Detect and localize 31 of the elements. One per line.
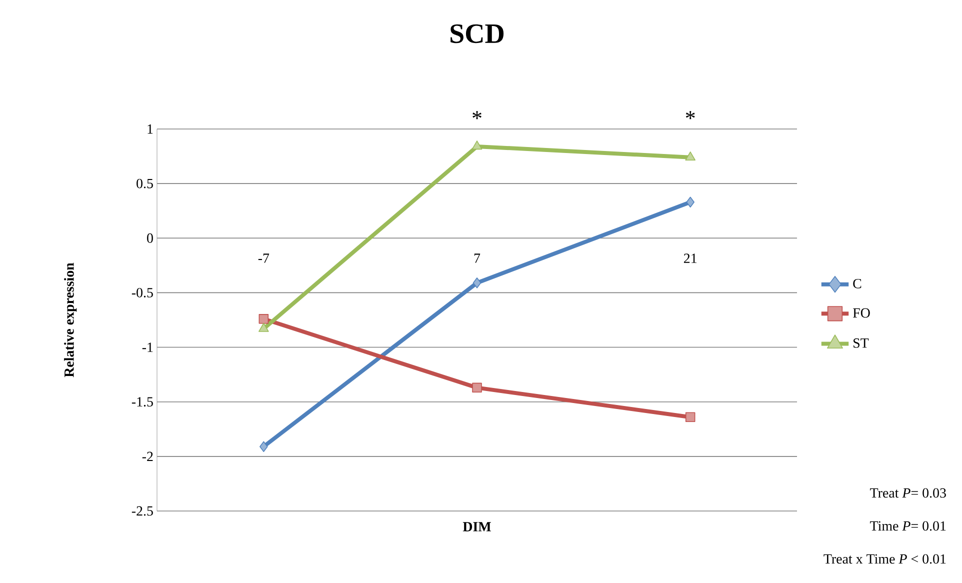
legend-label: C xyxy=(853,278,862,288)
y-axis-title: Relative expression xyxy=(64,262,77,378)
point xyxy=(472,140,482,150)
x-tick-label: -7 xyxy=(258,254,270,263)
text: Time P= 0.01 xyxy=(870,521,946,531)
point xyxy=(686,196,694,208)
point xyxy=(258,314,269,324)
y-tick-label: -1 xyxy=(142,342,153,352)
y-tick-label: -0.5 xyxy=(132,288,153,298)
point xyxy=(260,441,268,452)
chart-title: SCD xyxy=(450,24,504,44)
y-tick-label: 0.5 xyxy=(136,178,153,188)
x-axis-title: DIM xyxy=(462,522,491,532)
x-tick-label: 7 xyxy=(474,254,480,263)
y-tick-label: -2.5 xyxy=(132,506,153,516)
text: * xyxy=(686,111,695,120)
point xyxy=(472,382,482,393)
text: Treat x Time P < 0.01 xyxy=(824,554,946,564)
x-tick-label: 21 xyxy=(684,254,696,263)
legend-label: ST xyxy=(854,338,869,348)
y-tick-label: -2 xyxy=(142,452,153,462)
point xyxy=(685,412,696,422)
point xyxy=(685,151,696,161)
y-tick-label: 1 xyxy=(148,124,153,134)
text: Treat P= 0.03 xyxy=(870,488,946,498)
text: * xyxy=(472,111,482,120)
point xyxy=(258,322,269,332)
legend-label: FO xyxy=(852,308,870,318)
point xyxy=(472,278,482,288)
y-tick-label: -1.5 xyxy=(132,397,153,407)
y-tick-label: 0 xyxy=(147,233,153,243)
